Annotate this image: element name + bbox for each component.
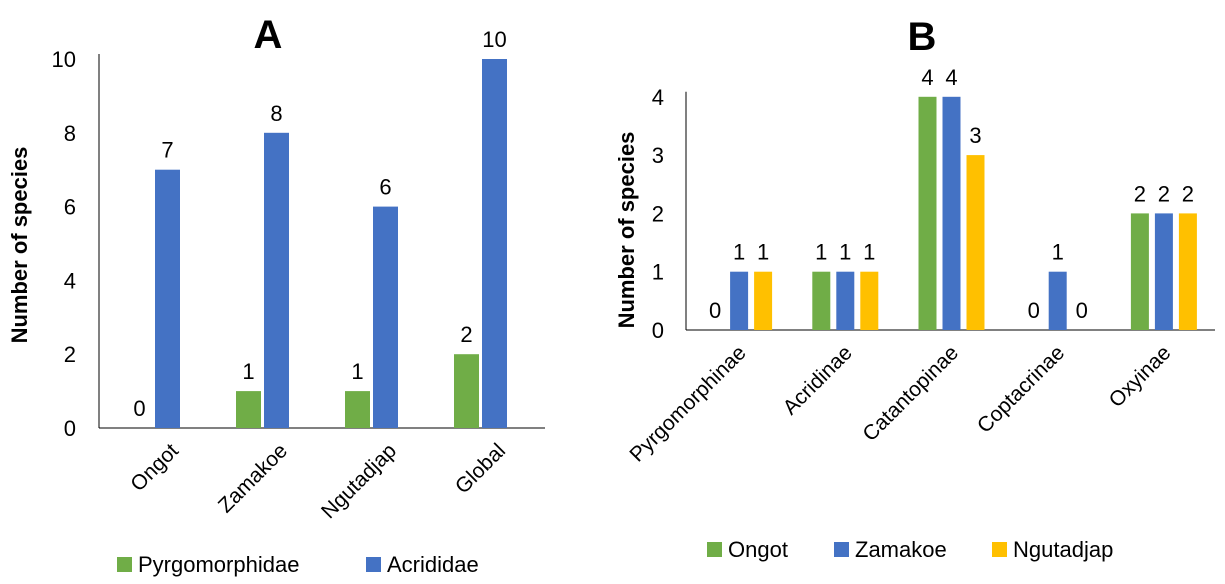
chart-b-data-label: 1: [733, 240, 745, 265]
chart-b-data-label: 1: [757, 240, 769, 265]
chart-b-data-label: 4: [945, 65, 957, 90]
chart-b-y-tick-label: 2: [652, 201, 664, 226]
chart-a-bar: [236, 391, 261, 428]
chart-b-data-label: 2: [1182, 181, 1194, 206]
chart-a-y-tick-label: 0: [64, 416, 76, 441]
chart-b-bar: [918, 96, 937, 330]
chart-b-bar: [812, 271, 831, 330]
chart-a-legend-label: Acrididae: [387, 552, 479, 577]
chart-a-y-tick-label: 4: [64, 268, 76, 293]
chart-a-category-label: Global: [451, 439, 510, 498]
chart-b-bar: [942, 96, 961, 330]
chart-a-bar: [454, 354, 479, 428]
chart-b-bar: [836, 271, 855, 330]
chart-a-bar: [482, 59, 507, 428]
chart-a-data-label: 0: [133, 396, 145, 421]
chart-b-data-label: 2: [1134, 181, 1146, 206]
chart-b-y-tick-label: 3: [652, 143, 664, 168]
chart-b-data-label: 1: [1052, 240, 1064, 265]
chart-b-bar: [1130, 213, 1149, 330]
chart-b-legend-label: Zamakoe: [855, 537, 947, 562]
chart-b-data-label: 4: [921, 65, 933, 90]
chart-b-data-label: 0: [1076, 298, 1088, 323]
chart-b-legend-swatch: [834, 542, 849, 557]
chart-a-y-tick-label: 6: [64, 195, 76, 220]
chart-b-bar: [1048, 271, 1067, 330]
chart-a-data-label: 10: [482, 27, 506, 52]
chart-a-data-label: 1: [242, 359, 254, 384]
chart-a-bar: [264, 132, 289, 429]
chart-b-bar: [1154, 213, 1173, 330]
chart-a-data-label: 1: [351, 359, 363, 384]
chart-b-legend-label: Ongot: [728, 537, 788, 562]
chart-a-legend-swatch: [117, 557, 132, 572]
chart-b-y-tick-label: 4: [652, 85, 664, 110]
chart-b-legend-swatch: [707, 542, 722, 557]
chart-b-bar: [730, 271, 749, 330]
chart-a-y-axis-label: Number of species: [7, 147, 32, 344]
chart-a-legend-swatch: [366, 557, 381, 572]
chart-b-category-label: Catantopinae: [858, 341, 963, 446]
chart-a-data-label: 7: [161, 138, 173, 163]
chart-b-data-label: 2: [1158, 181, 1170, 206]
chart-b-category-label: Acridinae: [779, 341, 857, 419]
chart-b-data-label: 1: [839, 240, 851, 265]
chart-a-bar: [373, 206, 398, 428]
chart-b-title: B: [908, 15, 937, 59]
chart-a-category-label: Ongot: [126, 439, 183, 496]
chart-a-category-label: Ngutadjap: [317, 439, 401, 523]
chart-b-y-axis-label: Number of species: [614, 132, 639, 329]
chart-b-data-label: 0: [709, 298, 721, 323]
chart-a-y-tick-label: 10: [52, 47, 76, 72]
chart-b-y-tick-label: 0: [652, 318, 664, 343]
chart-b-data-label: 1: [863, 240, 875, 265]
chart-a-data-label: 6: [379, 175, 391, 200]
chart-b-category-label: Pyrgomorphinae: [625, 341, 750, 466]
chart-b-bar: [1178, 213, 1197, 330]
chart-a-y-tick-label: 2: [64, 342, 76, 367]
chart-b-data-label: 0: [1028, 298, 1040, 323]
chart-b-legend-label: Ngutadjap: [1013, 537, 1113, 562]
chart-b-y-tick-label: 1: [652, 260, 664, 285]
chart-b-data-label: 3: [969, 123, 981, 148]
chart-a-data-label: 8: [270, 101, 282, 126]
chart-b-category-label: Oxyinae: [1105, 341, 1176, 412]
chart-a-title: A: [254, 13, 283, 57]
chart-a-category-label: Zamakoe: [214, 439, 292, 517]
chart-b-data-label: 1: [815, 240, 827, 265]
chart-a-data-label: 2: [460, 322, 472, 347]
chart-b-legend-swatch: [992, 542, 1007, 557]
chart-b-bar: [754, 271, 773, 330]
chart-a-legend-label: Pyrgomorphidae: [138, 552, 299, 577]
chart-a-y-tick-label: 8: [64, 121, 76, 146]
chart-b-category-label: Coptacrinae: [973, 341, 1069, 437]
chart-a-bar: [155, 169, 180, 428]
chart-b-bar: [966, 155, 985, 330]
chart-a-bar: [345, 391, 370, 428]
chart-b-bar: [860, 271, 879, 330]
